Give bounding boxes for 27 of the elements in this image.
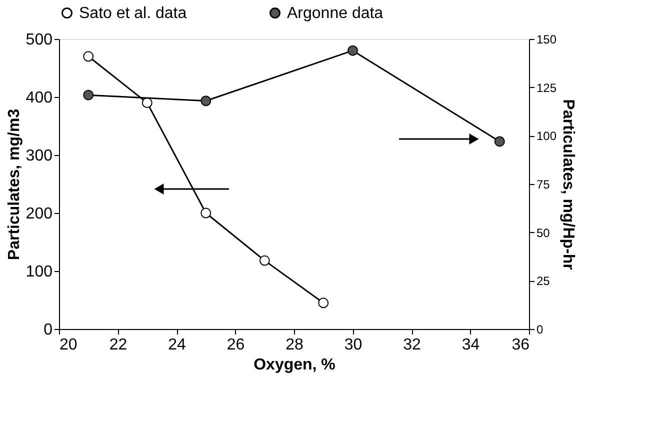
y2-axis-title: Particulates, mg/Hp-hr [560,99,577,270]
x-tick-label: 28 [286,336,304,354]
y-tick-label: 400 [26,90,53,106]
x-tick-label: 24 [168,336,186,354]
y2-tick-label: 0 [536,322,544,336]
legend-label: Argonne data [287,5,384,22]
y2-tick-label: 150 [536,32,557,46]
y-tick-label: 300 [26,148,53,164]
x-tick-label: 26 [226,336,245,354]
x-tick-label: 32 [403,336,421,354]
y-tick-label: 200 [26,206,53,222]
y2-tick-label: 75 [536,178,550,192]
x-tick-label: 36 [512,336,530,354]
x-tick-label: 30 [344,336,362,354]
x-tick-label: 34 [462,336,480,354]
y-tick-label: 500 [26,32,53,48]
y-tick-label: 0 [44,322,53,338]
y2-tick-label: 50 [536,226,550,240]
y-tick-label: 100 [26,264,53,280]
x-tick-label: 20 [60,336,78,354]
x-axis-title: Oxygen, % [254,356,336,374]
y2-tick-label: 25 [536,274,550,288]
x-tick-label: 22 [109,336,128,354]
legend-label: Sato et al. data [79,5,187,22]
y2-tick-label: 100 [536,129,557,144]
y2-tick-label: 125 [536,80,557,95]
y-axis-title: Particulates, mg/m3 [6,108,23,260]
